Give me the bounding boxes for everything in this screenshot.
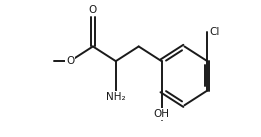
Text: OH: OH (153, 109, 170, 119)
Text: Cl: Cl (209, 27, 219, 37)
Text: O: O (89, 5, 97, 15)
Text: NH₂: NH₂ (106, 92, 126, 102)
Text: O: O (66, 56, 74, 66)
